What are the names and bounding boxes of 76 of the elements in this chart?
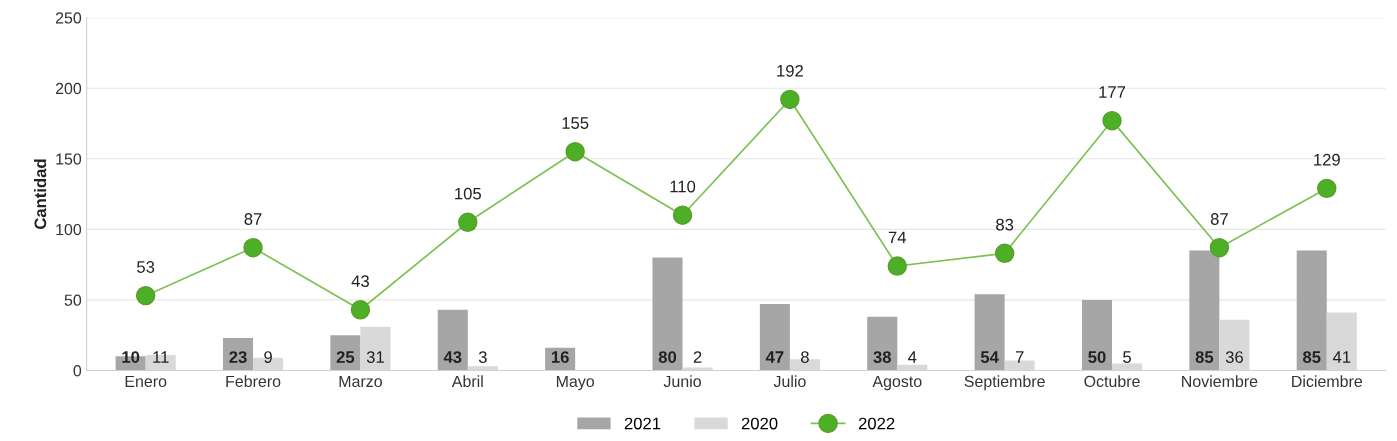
data-label: 7 [1015,351,1024,363]
data-label: 43 [351,275,369,288]
point [887,256,908,276]
point [780,89,800,110]
bar [437,309,468,371]
data-label: 80 [658,351,677,363]
y-tick-label: 0 [73,365,82,377]
data-label: 54 [980,351,999,363]
data-label: 8 [801,351,809,363]
data-label: 74 [888,231,907,244]
data-label: 2 [693,351,702,363]
data-label: 50 [1088,351,1106,363]
x-tick-label: Mayo [556,375,595,391]
point [1102,110,1122,131]
data-label: 85 [1195,351,1214,363]
x-tick-label: Diciembre [1292,375,1363,388]
x-tick-label: Abril [451,375,483,388]
data-label: 129 [1314,153,1340,166]
point [565,141,585,162]
data-label: 87 [244,213,262,225]
y-tick-label: 50 [64,294,82,306]
data-label: 3 [478,351,487,363]
point [243,237,263,258]
data-label: 155 [562,117,589,129]
data-label: 16 [551,351,569,363]
point [135,285,156,306]
bar [974,294,1005,371]
x-tick-label: Agosto [872,375,922,391]
legend-label: 2020 [741,417,778,430]
x-tick-label: Marzo [339,375,382,388]
data-label: 177 [1099,86,1126,98]
bar [1189,250,1220,371]
point [672,205,693,225]
point [994,243,1015,264]
y-tick-label: 250 [55,12,82,24]
bar [652,257,683,371]
data-label: 192 [777,64,803,77]
y-tick-label: 100 [56,223,82,236]
data-label: 23 [229,351,247,363]
bar [1296,250,1327,371]
x-tick-label: Septiembre [964,375,1045,391]
data-label: 25 [336,351,355,363]
data-label: 110 [670,180,696,193]
legend-label: 2022 [858,417,895,430]
bar [759,304,790,371]
x-tick-label: Junio [663,375,701,388]
data-label: 83 [996,218,1014,231]
data-label: 9 [264,351,272,363]
x-tick-label: Julio [773,375,806,388]
y-axis-title: Cantidad [34,159,47,229]
x-tick-label: Enero [125,375,167,388]
data-label: 85 [1303,351,1321,363]
data-label: 31 [366,351,384,363]
data-label: 53 [137,261,155,273]
x-tick-label: Noviembre [1182,375,1258,388]
bar [1081,299,1113,371]
data-label: 36 [1225,351,1243,363]
x-tick-label: Febrero [226,375,281,388]
legend-label: 2021 [624,417,661,430]
point [1317,178,1337,199]
data-label: 41 [1332,351,1351,363]
point [350,300,371,320]
y-tick-label: 150 [56,153,82,165]
data-label: 5 [1123,351,1131,363]
point [1209,237,1230,258]
data-label: 43 [443,351,462,363]
point [458,212,478,232]
data-label: 87 [1210,213,1228,225]
data-label: 38 [873,351,891,363]
data-label: 4 [908,351,917,363]
data-label: 11 [153,351,169,363]
bar [867,316,898,371]
data-label: 47 [765,351,784,363]
data-label: 105 [455,187,481,200]
y-tick-label: 200 [55,82,82,95]
x-tick-label: Octubre [1084,375,1140,388]
